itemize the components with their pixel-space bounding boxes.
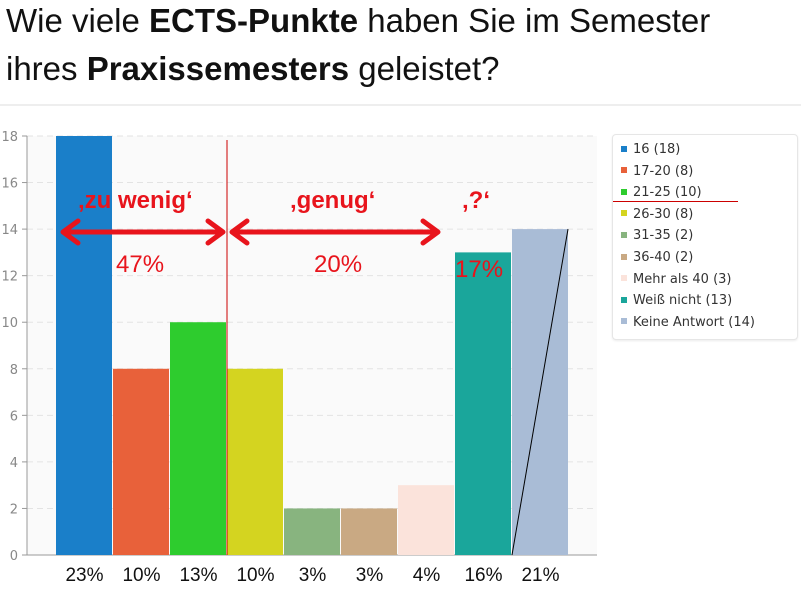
legend-swatch-icon	[621, 231, 627, 238]
percent-label: 21%	[521, 565, 559, 586]
legend-label: 16 (18)	[633, 142, 681, 157]
bar-16	[56, 136, 112, 555]
y-tick-label: 16	[1, 177, 18, 192]
percent-label: 16%	[464, 565, 502, 586]
title-bold-text: Praxissemesters	[86, 50, 350, 87]
legend-swatch-icon	[621, 318, 627, 325]
annotation-label: ‚zu wenig‘	[78, 187, 193, 214]
y-tick-label: 18	[1, 130, 18, 145]
chart-legend: 16 (18) 17-20 (8) 21-25 (10) 26-30 (8) 31-35…	[612, 134, 798, 340]
legend-label: 26-30 (8)	[633, 206, 694, 222]
y-tick-label: 10	[1, 316, 18, 331]
legend-item[interactable]: Mehr als 40 (3)	[621, 272, 732, 287]
y-tick-label: 14	[1, 223, 18, 238]
percent-label: 13%	[179, 565, 217, 586]
legend-swatch-icon	[621, 296, 627, 303]
bar-wei-nicht	[455, 252, 511, 555]
legend-label: 36-40 (2)	[633, 250, 694, 265]
arrow-head-right	[205, 218, 226, 246]
title-text: haben Sie im Semester	[358, 2, 711, 39]
legend-item[interactable]: Keine Antwort (14)	[621, 315, 755, 330]
y-tick-label: 4	[10, 456, 18, 471]
legend-red-underline	[613, 201, 738, 202]
legend-item[interactable]: 21-25 (10)	[621, 185, 702, 200]
percent-label: 23%	[65, 565, 103, 586]
y-tick-label: 12	[1, 270, 18, 285]
legend-label: 17-20 (8)	[633, 163, 694, 179]
diagonal-mark	[511, 229, 569, 556]
bar-17-20	[113, 368, 169, 555]
annotation-percent: 47%	[116, 251, 164, 278]
title-bold-text: ECTS-Punkte	[149, 2, 359, 39]
title-text: geleistet?	[349, 50, 500, 87]
y-tick-label: 2	[10, 502, 18, 517]
title-text: ihres	[6, 50, 87, 87]
arrow-genug	[229, 218, 441, 246]
legend-label: 21-25 (10)	[633, 185, 702, 201]
percent-label: 3%	[356, 565, 384, 586]
legend-swatch-icon	[621, 167, 627, 174]
legend-item[interactable]: 36-40 (2)	[621, 250, 693, 265]
legend-item[interactable]: Weiß nicht (13)	[621, 293, 732, 308]
y-tick-label: 8	[10, 363, 18, 378]
arrow-head-left	[60, 218, 81, 246]
question-title-line1: Wie viele ECTS-Punkte haben Sie im Semes…	[6, 2, 710, 40]
arrow-head-right	[420, 218, 441, 246]
percent-label: 10%	[122, 565, 160, 586]
legend-item[interactable]: 16 (18)	[621, 142, 680, 157]
divider	[0, 104, 801, 106]
bar-21-25	[170, 322, 226, 555]
legend-label: Keine Antwort (14)	[633, 314, 755, 330]
bar-26-30	[227, 368, 283, 555]
legend-swatch-icon	[621, 145, 627, 152]
legend-item[interactable]: 31-35 (2)	[621, 228, 693, 243]
legend-item[interactable]: 26-30 (8)	[621, 207, 693, 222]
percent-label: 3%	[299, 565, 327, 586]
legend-swatch-icon	[621, 275, 627, 282]
legend-label: Weiß nicht (13)	[633, 293, 733, 309]
legend-label: Mehr als 40 (3)	[633, 271, 732, 287]
y-tick-label: 0	[10, 549, 18, 564]
legend-swatch-icon	[621, 188, 627, 195]
annotation-label: ‚?‘	[462, 187, 490, 214]
question-title-line2: ihres Praxissemesters geleistet?	[6, 50, 500, 88]
legend-swatch-icon	[621, 253, 627, 260]
annotation-label: ‚genug‘	[290, 187, 375, 214]
title-text: Wie viele	[6, 2, 150, 39]
arrow-head-left	[229, 218, 250, 246]
percent-label: 10%	[236, 565, 274, 586]
legend-swatch-icon	[621, 210, 627, 217]
bar-31-35	[284, 508, 340, 555]
percent-label: 4%	[413, 565, 441, 586]
arrow-zu-wenig	[60, 218, 226, 246]
bar-36-40	[341, 508, 397, 555]
y-tick-label: 6	[10, 409, 18, 424]
annotation-percent: 20%	[314, 251, 362, 278]
annotation-percent: 17%	[455, 256, 503, 283]
legend-label: 31-35 (2)	[633, 228, 694, 244]
legend-item[interactable]: 17-20 (8)	[621, 164, 693, 179]
bar-mehr-als-40	[398, 485, 454, 555]
